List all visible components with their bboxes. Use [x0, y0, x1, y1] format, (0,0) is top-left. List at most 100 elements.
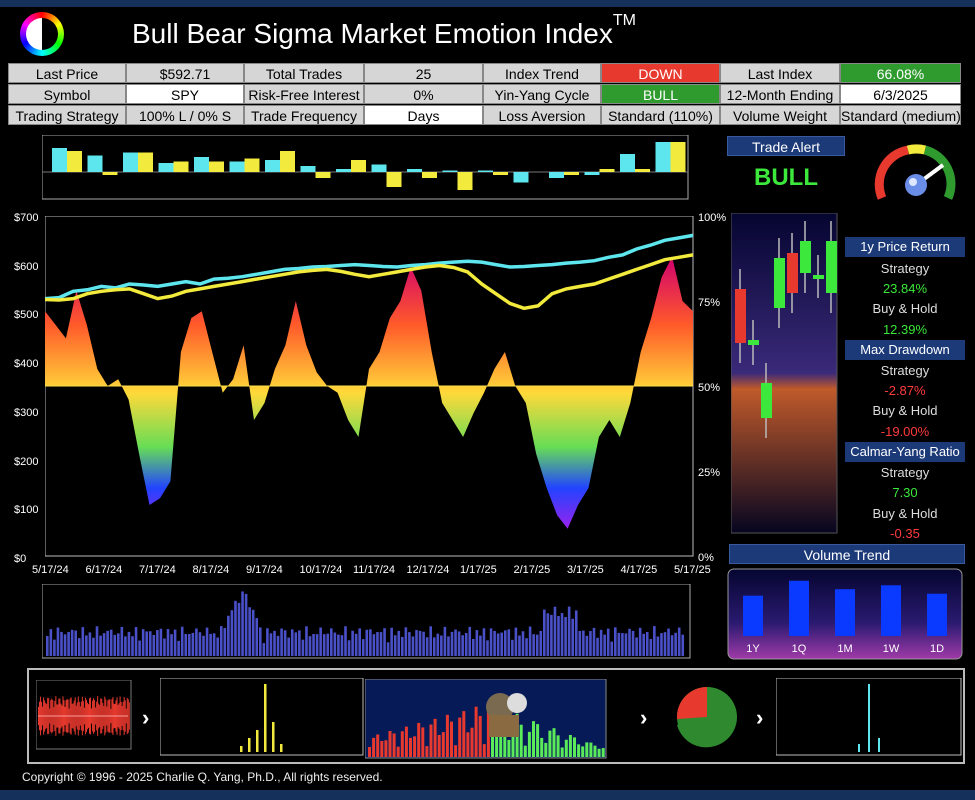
volume-bar [163, 638, 166, 656]
bull-bear-bar [437, 734, 441, 757]
volume-bar [482, 628, 486, 656]
volume-bar [81, 627, 85, 656]
volume-bar [603, 634, 606, 656]
top-bar-cyan [655, 142, 671, 172]
pipeline-arrow-2-icon: › [640, 705, 648, 730]
volume-bar [209, 633, 212, 656]
candle-body [800, 241, 811, 273]
volume-bar [351, 630, 354, 656]
info-label-0-1: Total Trades [244, 63, 364, 83]
volume-bar [539, 630, 543, 656]
volume-bar [251, 609, 255, 656]
y-left-tick: $0 [14, 552, 27, 565]
volume-bar [202, 635, 205, 656]
bull-bear-bar [523, 745, 527, 757]
candle-body [761, 383, 772, 418]
volume-bar [322, 634, 326, 656]
y-left-tick: $400 [14, 358, 39, 371]
volume-bar [493, 630, 496, 656]
info-value-2-1[interactable]: Days [364, 105, 483, 125]
top-bar-yellow [209, 161, 224, 172]
volume-bar [134, 627, 138, 656]
top-bar-yellow [493, 172, 508, 175]
drawdown-strategy-value: -2.87% [884, 383, 926, 398]
bull-bear-bar [454, 745, 458, 757]
volume-bar [195, 628, 198, 656]
volume-bar [614, 627, 617, 656]
volume-bar [159, 628, 163, 656]
top-bar-yellow [386, 172, 402, 187]
volume-bar [432, 637, 436, 656]
volume-bar [46, 636, 49, 656]
volume-bar [425, 637, 429, 656]
volume-bar [273, 630, 276, 656]
volume-bar [120, 626, 124, 656]
candle-body [774, 258, 785, 308]
volume-bar [216, 637, 219, 656]
volume-bar [543, 609, 546, 656]
info-value-1-0[interactable]: SPY [126, 84, 244, 104]
spike-bar [280, 744, 283, 752]
volume-bar [571, 618, 574, 656]
candle-body [748, 340, 759, 345]
volume-bar [56, 627, 60, 656]
info-value-1-3[interactable]: 6/3/2025 [840, 84, 961, 104]
bull-bear-bar [429, 724, 433, 757]
x-tick: 4/17/25 [620, 564, 658, 576]
volume-trend-bar [835, 589, 855, 636]
bull-bear-bar [511, 719, 515, 757]
top-bar-cyan [229, 161, 245, 172]
bull-bear-bar [564, 739, 568, 757]
drawdown-strategy-label: Strategy [880, 363, 930, 378]
bull-bear-bar [425, 746, 429, 757]
volume-bar [330, 628, 333, 656]
volume-trend-bar [789, 580, 809, 636]
info-value-0-3: 66.08% [840, 63, 961, 83]
volume-bar [500, 632, 503, 656]
volume-bar [390, 627, 393, 656]
volume-bar [418, 630, 422, 656]
volume-bar [503, 630, 507, 656]
pipeline-bull-bear-chart [365, 679, 607, 759]
volume-bar [670, 635, 674, 656]
top-bar-cyan [265, 160, 280, 172]
noise-bar [128, 702, 130, 730]
bull-bear-bar [380, 741, 384, 757]
page-title: Bull Bear Sigma Market Emotion IndexTM [132, 12, 636, 49]
info-value-1-2: BULL [601, 84, 720, 104]
info-value-2-3: Standard (medium) [840, 105, 961, 125]
top-bar-cyan [158, 163, 174, 172]
candle-body [813, 275, 824, 279]
bull-bear-bar [482, 744, 486, 757]
spike-bar [240, 746, 243, 752]
bull-bear-bar [544, 742, 548, 757]
volume-bar [127, 631, 131, 656]
y-right-tick: 25% [698, 467, 721, 479]
volume-bar [184, 633, 188, 656]
bull-bear-bar [556, 735, 560, 757]
volume-bar [645, 632, 649, 656]
bull-bear-bar [581, 746, 585, 757]
volume-bar [528, 626, 532, 656]
volume-bar [660, 633, 663, 656]
volume-bar [92, 637, 95, 656]
volume-bar [383, 628, 386, 656]
y-right-tick: 0% [698, 552, 714, 564]
volume-bar [326, 633, 330, 656]
volume-bar [109, 629, 113, 656]
pipeline-pie-chart [676, 686, 737, 748]
x-tick: 7/17/24 [139, 564, 176, 576]
bull-bear-bar [462, 711, 466, 757]
volume-bar [301, 639, 305, 656]
x-tick: 6/17/24 [85, 564, 123, 576]
yin-yang-logo-icon [20, 12, 64, 56]
calmar-buyhold-label: Buy & Hold [872, 506, 938, 521]
volume-bar [63, 634, 67, 656]
bull-bear-bar [421, 727, 425, 757]
volume-bar [454, 629, 457, 656]
top-bar-yellow [670, 142, 686, 172]
volume-bar [60, 631, 63, 656]
pipeline-spike-chart-cyan [776, 678, 962, 756]
volume-bar [266, 628, 269, 656]
main-price-chart[interactable] [45, 216, 695, 558]
